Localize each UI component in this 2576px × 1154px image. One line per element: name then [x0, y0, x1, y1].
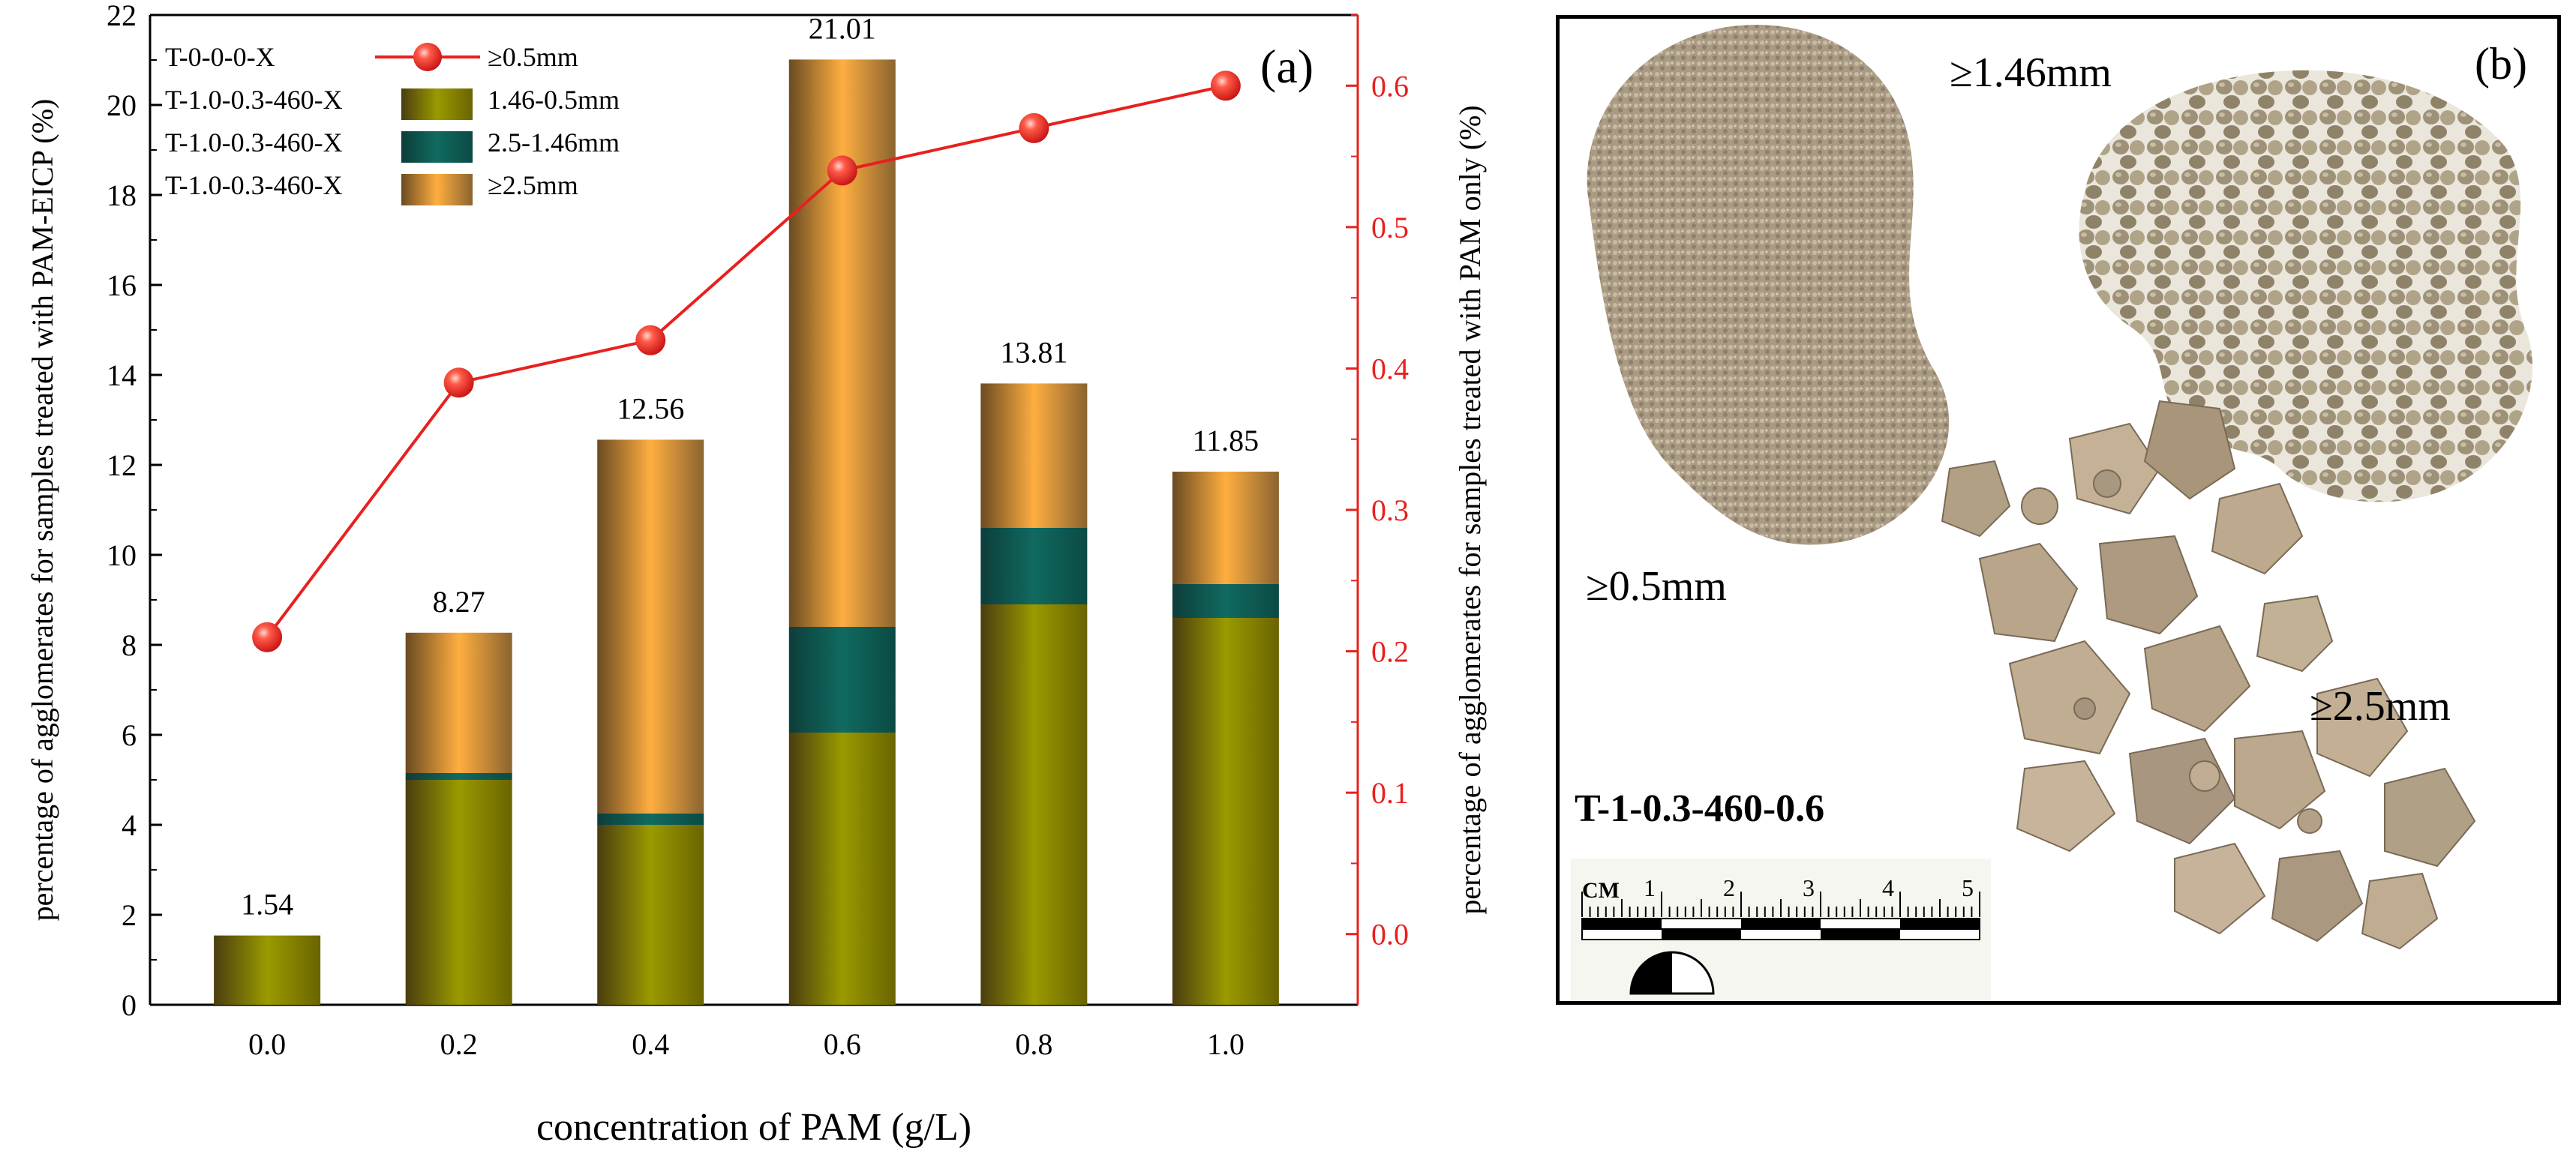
- legend-group-1: T-0-0-0-X: [165, 42, 275, 72]
- line-series-path: [266, 84, 1226, 638]
- bar-segment-2-3: [788, 59, 896, 627]
- y-tick-label-left-10: 20: [107, 88, 137, 122]
- bar-segment-1-1: [405, 773, 512, 780]
- legend-label-3: 2.5-1.46mm: [488, 127, 620, 157]
- y-tick-label-right-1: 0.1: [1371, 776, 1409, 810]
- photo-panel: (b) ≥1.46mm ≥0.5mm ≥2.5mm T-1-0.3-460-0.…: [1556, 15, 2561, 1005]
- legend-label-1: ≥0.5mm: [488, 42, 578, 72]
- y-tick-label-right-6: 0.6: [1371, 69, 1409, 103]
- y-tick-label-left-8: 16: [107, 268, 137, 302]
- bar-segment-0-2: [597, 825, 704, 1005]
- legend-marker-swatch: [413, 43, 442, 71]
- y-tick-label-right-4: 0.4: [1371, 352, 1409, 385]
- ruler-number-4: 5: [1962, 874, 1974, 901]
- total-label-2: 12.56: [617, 391, 684, 425]
- total-label-5: 11.85: [1193, 424, 1259, 457]
- fine-aggregate-pile: [1587, 25, 1950, 545]
- line-point-1: [443, 367, 474, 398]
- bar-segment-2-2: [597, 439, 704, 814]
- bar-line-chart: 0 2 4 6 8 10 12 14 16 18 20 22 0.0 0.1 0.2 0.3 0.4 0.5 0.…: [26, 0, 1487, 1149]
- coarse-aggregate-pile: [1941, 400, 2476, 950]
- panel-label-b: (b): [2475, 39, 2527, 88]
- agglomerate-photo: (b) ≥1.46mm ≥0.5mm ≥2.5mm T-1-0.3-460-0.…: [1571, 25, 2532, 1001]
- y-tick-label-left-3: 6: [122, 718, 137, 752]
- y-tick-label-left-0: 0: [122, 988, 137, 1022]
- bar-segment-1-5: [1172, 584, 1279, 618]
- line-point-4: [1019, 112, 1049, 143]
- bar-segment-0-5: [1172, 618, 1279, 1005]
- bar-segment-1-4: [980, 528, 1088, 604]
- line-point-2: [635, 325, 666, 355]
- bar-segment-0-0: [214, 935, 321, 1005]
- ruler-number-0: 1: [1644, 874, 1656, 901]
- bar-segment-1-3: [788, 627, 896, 733]
- total-label-1: 8.27: [433, 585, 485, 619]
- y-tick-label-left-11: 22: [107, 0, 137, 32]
- y-tick-label-right-2: 0.2: [1371, 635, 1409, 669]
- total-label-3: 21.01: [809, 11, 876, 45]
- y-axis-title-right: percentage of agglomerates for samples t…: [1453, 105, 1487, 914]
- scale-ruler: CM 1 2 3 4 5: [1571, 859, 1991, 1001]
- y-axis-title-left: percentage of agglomerates for samples t…: [26, 99, 59, 922]
- ruler-number-2: 3: [1803, 874, 1815, 901]
- label-fine-size: ≥0.5mm: [1586, 563, 1727, 610]
- ruler-number-1: 2: [1723, 874, 1735, 901]
- legend-swatch-teal: [401, 131, 473, 163]
- y-tick-label-right-5: 0.5: [1371, 211, 1409, 244]
- y-tick-label-left-9: 18: [107, 178, 137, 212]
- legend-label-2: 1.46-0.5mm: [488, 85, 620, 115]
- legend-group-2: T-1.0-0.3-460-X: [165, 85, 343, 115]
- total-label-4: 13.81: [1000, 335, 1067, 369]
- y-tick-label-right-3: 0.3: [1371, 493, 1409, 527]
- x-tick-label-2: 0.4: [632, 1027, 669, 1061]
- y-tick-label-left-2: 4: [122, 808, 137, 842]
- pellet-aggregate-pile: [2079, 70, 2532, 502]
- x-tick-label-0: 0.0: [248, 1027, 286, 1061]
- bar-segment-2-5: [1172, 472, 1279, 584]
- label-coarse-size: ≥2.5mm: [2310, 683, 2451, 730]
- x-axis-title: concentration of PAM (g/L): [536, 1106, 971, 1149]
- x-tick-label-4: 0.8: [1015, 1027, 1052, 1061]
- bar-segment-0-1: [405, 780, 512, 1005]
- y-tick-label-left-5: 10: [107, 538, 137, 572]
- label-medium-size: ≥1.46mm: [1950, 49, 2112, 96]
- x-tick-label-1: 0.2: [440, 1027, 478, 1061]
- ruler-unit: CM: [1582, 878, 1620, 903]
- legend: T-0-0-0-X ≥0.5mm T-1.0-0.3-460-X 1.46-0.…: [165, 42, 620, 205]
- legend-group-3: T-1.0-0.3-460-X: [165, 127, 343, 157]
- legend-swatch-olive: [401, 88, 473, 120]
- bar-segment-1-2: [597, 814, 704, 825]
- x-tick-label-5: 1.0: [1207, 1027, 1244, 1061]
- bar-segment-0-4: [980, 604, 1088, 1005]
- ruler-number-3: 4: [1882, 874, 1894, 901]
- panel-label-a: (a): [1260, 40, 1314, 93]
- legend-label-4: ≥2.5mm: [488, 170, 578, 200]
- bar-segment-0-3: [788, 733, 896, 1005]
- legend-group-4: T-1.0-0.3-460-X: [165, 170, 343, 200]
- total-label-0: 1.54: [241, 888, 293, 922]
- bar-segment-2-4: [980, 383, 1088, 528]
- legend-swatch-orange: [401, 174, 473, 205]
- line-point-5: [1210, 70, 1241, 101]
- y-tick-label-right-0: 0.0: [1371, 918, 1409, 952]
- bar-segment-2-1: [405, 632, 512, 773]
- x-tick-label-3: 0.6: [824, 1027, 861, 1061]
- line-point-0: [252, 622, 283, 652]
- sample-id-label: T-1-0.3-460-0.6: [1575, 787, 1824, 830]
- y-tick-label-left-1: 2: [122, 898, 137, 932]
- line-point-3: [827, 155, 857, 186]
- y-tick-label-left-6: 12: [107, 448, 137, 482]
- y-tick-label-left-4: 8: [122, 628, 137, 662]
- y-tick-label-left-7: 14: [107, 358, 137, 392]
